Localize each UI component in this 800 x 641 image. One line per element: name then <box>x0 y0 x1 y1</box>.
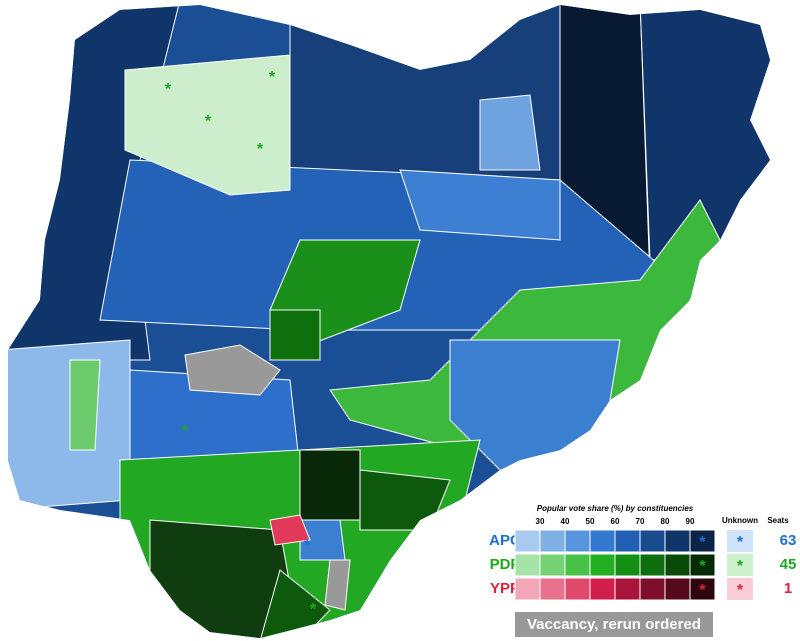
marker: * <box>304 537 311 554</box>
party-seats: 63 <box>780 532 797 549</box>
scale-tick-label: 90 <box>686 517 695 526</box>
marker: * <box>737 558 744 575</box>
unknown-swatch <box>727 554 753 576</box>
swatch <box>664 577 691 601</box>
legend-title: Popular vote share (%) by constituencies <box>537 504 694 513</box>
swatch <box>689 577 716 601</box>
swatch <box>639 553 666 577</box>
swatch <box>514 577 541 601</box>
marker: * <box>257 141 264 158</box>
swatch <box>564 529 591 553</box>
seats-label: Seats <box>767 516 789 525</box>
party-seats: 45 <box>780 556 797 573</box>
swatch <box>614 577 641 601</box>
swatch <box>514 553 541 577</box>
vacancy-box <box>515 612 713 637</box>
map-markers: * * * * * * * <box>165 69 317 618</box>
swatch <box>639 577 666 601</box>
scale-tick-label: 70 <box>636 517 645 526</box>
swatch <box>664 529 691 553</box>
scale-tick-label: 80 <box>661 517 670 526</box>
swatch <box>589 577 616 601</box>
scale-tick-label: 40 <box>561 517 570 526</box>
swatch <box>589 553 616 577</box>
unknown-swatch <box>727 578 753 600</box>
marker: * <box>269 69 276 86</box>
unknown-label: Unknown <box>722 516 758 525</box>
party-name: PDP <box>490 556 521 573</box>
vacancy-label: Vaccancy, rerun ordered <box>527 616 701 633</box>
swatch <box>614 553 641 577</box>
marker: * <box>737 582 744 599</box>
party-name: YPP <box>490 580 520 597</box>
swatch <box>639 529 666 553</box>
legend-rows: 30 40 50 60 70 80 90 APC * * 63 PDP * * 45 YPP * * 1 <box>489 517 797 601</box>
swatch <box>564 553 591 577</box>
scale-tick-label: 30 <box>536 517 545 526</box>
marker: * <box>310 601 317 618</box>
marker: * <box>737 534 744 551</box>
unknown-swatch <box>727 530 753 552</box>
swatch <box>539 529 566 553</box>
swatch <box>564 577 591 601</box>
marker: * <box>699 558 706 575</box>
scale-tick-label: 60 <box>611 517 620 526</box>
scale-tick-label: 50 <box>586 517 595 526</box>
party-seats: 1 <box>784 580 792 597</box>
swatch <box>614 529 641 553</box>
swatch <box>514 529 541 553</box>
swatch <box>664 553 691 577</box>
marker: * <box>205 113 212 130</box>
swatch <box>689 529 716 553</box>
swatch <box>539 553 566 577</box>
marker: * <box>699 534 706 551</box>
marker: * <box>699 582 706 599</box>
marker: * <box>182 423 189 440</box>
marker: * <box>165 81 172 98</box>
swatch <box>689 553 716 577</box>
party-name: APC <box>489 532 521 549</box>
swatch <box>589 529 616 553</box>
swatch <box>539 577 566 601</box>
